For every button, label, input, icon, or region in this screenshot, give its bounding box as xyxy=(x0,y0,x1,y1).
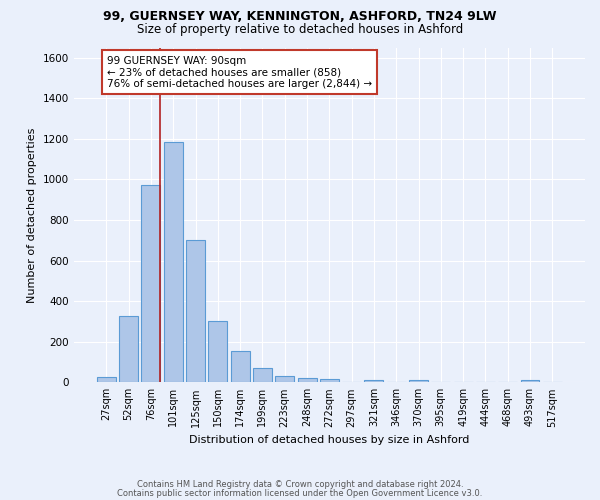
Bar xyxy=(230,351,250,382)
Bar xyxy=(119,316,138,382)
Y-axis label: Number of detached properties: Number of detached properties xyxy=(27,127,37,302)
X-axis label: Distribution of detached houses by size in Ashford: Distribution of detached houses by size … xyxy=(189,435,470,445)
Bar xyxy=(164,142,183,382)
Bar xyxy=(142,186,160,382)
Text: 99, GUERNSEY WAY, KENNINGTON, ASHFORD, TN24 9LW: 99, GUERNSEY WAY, KENNINGTON, ASHFORD, T… xyxy=(103,10,497,23)
Bar xyxy=(253,368,272,382)
Bar xyxy=(208,322,227,382)
Bar xyxy=(186,240,205,382)
Bar xyxy=(275,376,294,382)
Text: Size of property relative to detached houses in Ashford: Size of property relative to detached ho… xyxy=(137,22,463,36)
Text: Contains public sector information licensed under the Open Government Licence v3: Contains public sector information licen… xyxy=(118,488,482,498)
Bar xyxy=(409,380,428,382)
Text: Contains HM Land Registry data © Crown copyright and database right 2024.: Contains HM Land Registry data © Crown c… xyxy=(137,480,463,489)
Bar xyxy=(521,380,539,382)
Bar xyxy=(298,378,317,382)
Bar xyxy=(320,380,339,382)
Text: 99 GUERNSEY WAY: 90sqm
← 23% of detached houses are smaller (858)
76% of semi-de: 99 GUERNSEY WAY: 90sqm ← 23% of detached… xyxy=(107,56,372,89)
Bar xyxy=(97,377,116,382)
Bar xyxy=(364,380,383,382)
